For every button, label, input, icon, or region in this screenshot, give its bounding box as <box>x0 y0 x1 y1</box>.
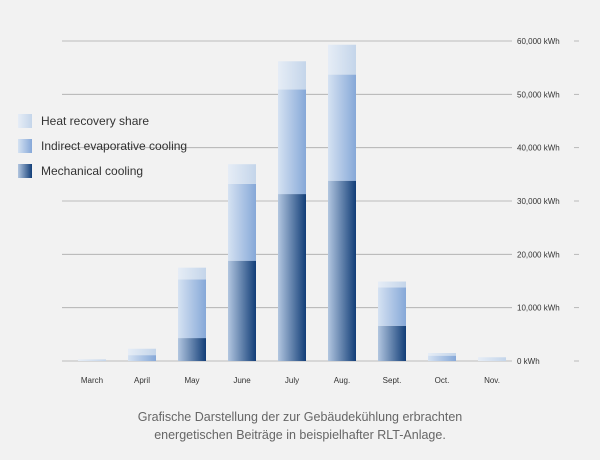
bar-heat-recovery-share <box>128 348 156 356</box>
bar-indirect-evaporative-cooling <box>228 183 256 261</box>
bar-heat-recovery-share <box>428 353 456 356</box>
bar-heat-recovery-share <box>478 357 506 361</box>
bar-indirect-evaporative-cooling <box>278 89 306 195</box>
legend-item-heat-recovery: Heat recovery share <box>18 113 187 129</box>
y-tick-label: 60,000 kWh <box>517 37 560 46</box>
legend-swatch-indirect-evaporative <box>18 139 32 153</box>
bar-mechanical-cooling <box>228 260 256 361</box>
x-tick-label: Sept. <box>383 376 402 385</box>
legend-label-indirect-evaporative: Indirect evaporative cooling <box>41 139 188 153</box>
x-tick-label: Oct. <box>435 376 450 385</box>
legend-swatch-mechanical <box>18 164 32 178</box>
y-tick-label: 20,000 kWh <box>517 250 560 259</box>
y-tick-label: 0 kWh <box>517 357 540 366</box>
x-tick-label: Aug. <box>334 376 350 385</box>
y-axis-ticks: 0 kWh 10,000 kWh 20,000 kWh 30,000 kWh 40,00… <box>517 37 579 366</box>
legend-item-mechanical: Mechanical cooling <box>18 163 187 179</box>
x-tick-label: May <box>184 376 199 385</box>
caption-line-2: energetischen Beiträge in beispielhafter… <box>154 428 446 442</box>
bar-heat-recovery-share <box>328 44 356 75</box>
caption-line-1: Grafische Darstellung der zur Gebäudeküh… <box>137 410 463 424</box>
bar-indirect-evaporative-cooling <box>178 279 206 339</box>
bar-heat-recovery-share <box>278 61 306 90</box>
bar-indirect-evaporative-cooling <box>128 355 156 361</box>
bar-heat-recovery-share <box>378 281 406 288</box>
x-tick-label: March <box>81 376 103 385</box>
y-tick-label: 30,000 kWh <box>517 197 560 206</box>
bar-mechanical-cooling <box>328 180 356 361</box>
chart-caption: Grafische Darstellung der zur Gebäudeküh… <box>0 408 600 444</box>
legend-label-mechanical: Mechanical cooling <box>41 164 144 178</box>
bar-indirect-evaporative-cooling <box>378 287 406 326</box>
legend: Heat recovery share Indirect evaporative… <box>18 113 187 188</box>
bar-indirect-evaporative-cooling <box>428 355 456 361</box>
y-tick-label: 40,000 kWh <box>517 144 560 153</box>
bars <box>78 44 506 361</box>
bar-mechanical-cooling <box>178 338 206 361</box>
x-tick-label: June <box>233 376 251 385</box>
legend-label-heat-recovery: Heat recovery share <box>41 114 150 128</box>
x-tick-label: July <box>285 376 299 385</box>
x-axis-ticks: March April May June July Aug. Sept. Oct. Nov. <box>81 376 500 385</box>
legend-swatch-heat-recovery <box>18 114 32 128</box>
x-tick-label: April <box>134 376 150 385</box>
y-tick-label: 50,000 kWh <box>517 90 560 99</box>
bar-indirect-evaporative-cooling <box>328 74 356 181</box>
bar-heat-recovery-share <box>78 359 106 361</box>
bar-mechanical-cooling <box>378 325 406 361</box>
bar-heat-recovery-share <box>228 164 256 184</box>
legend-item-indirect-evaporative: Indirect evaporative cooling <box>18 138 187 154</box>
bar-mechanical-cooling <box>278 194 306 361</box>
x-tick-label: Nov. <box>484 376 500 385</box>
y-tick-label: 10,000 kWh <box>517 304 560 313</box>
bar-heat-recovery-share <box>178 267 206 280</box>
